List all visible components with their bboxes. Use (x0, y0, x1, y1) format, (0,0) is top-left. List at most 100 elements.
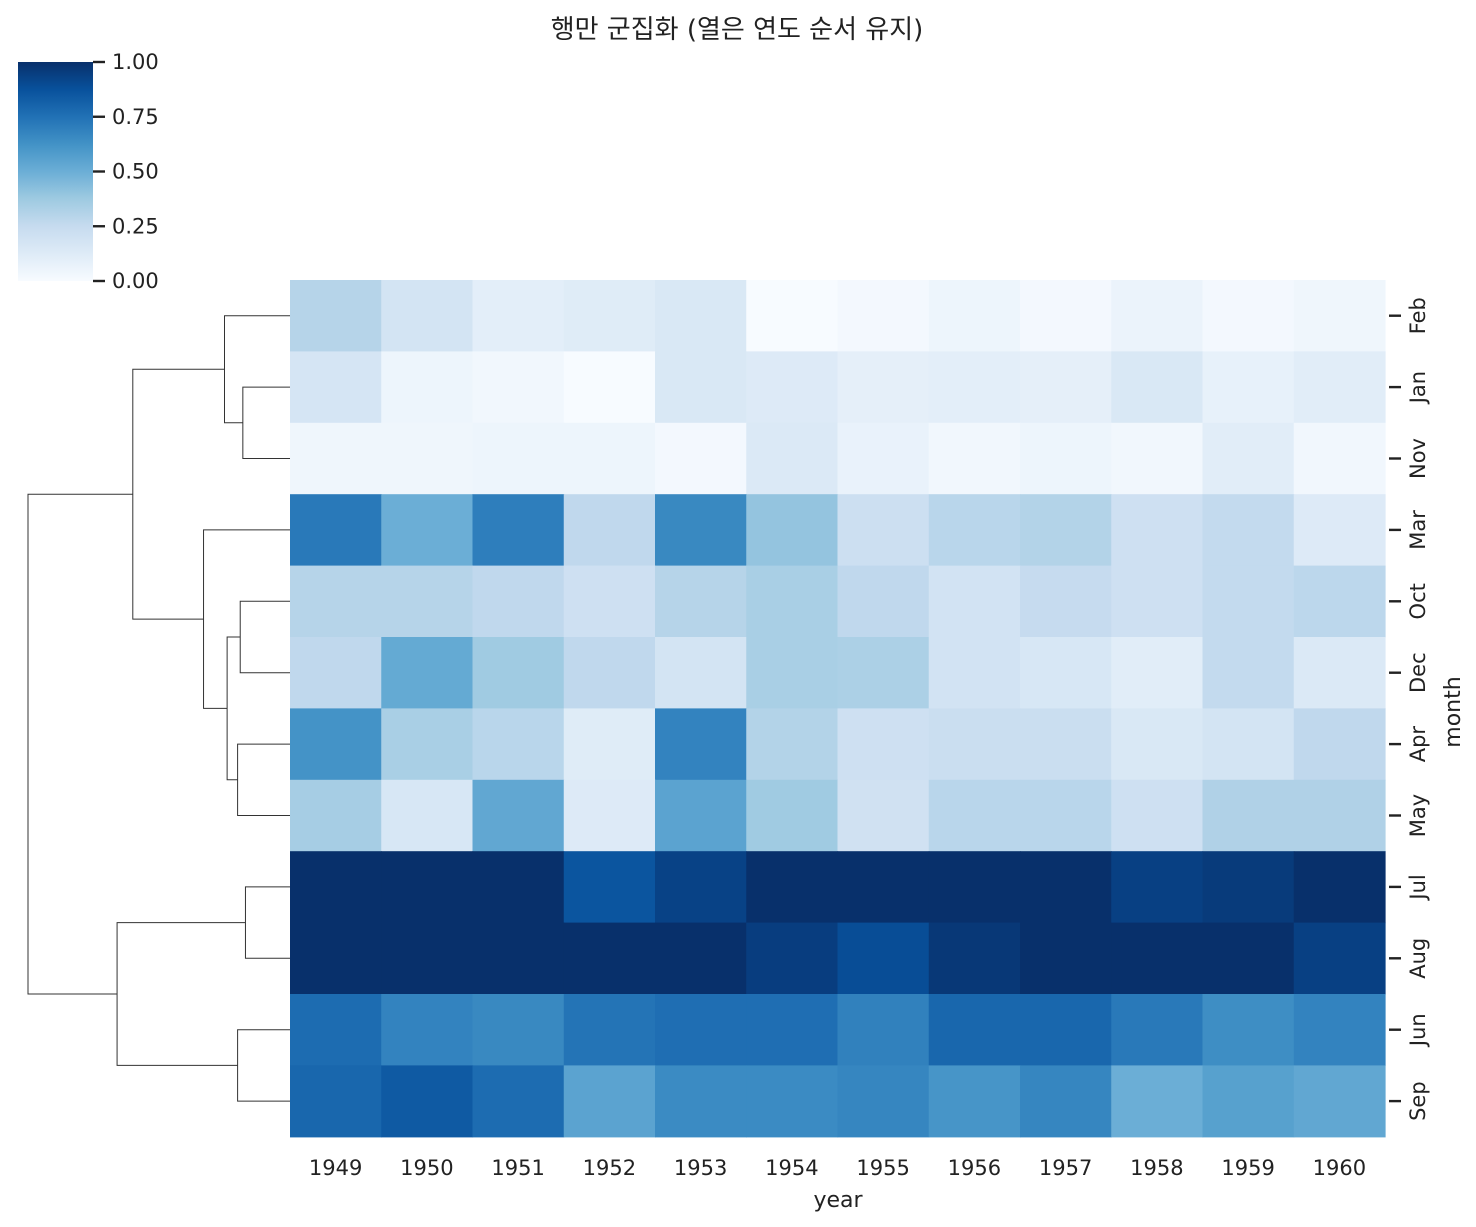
x-axis-label: year (813, 1188, 863, 1213)
colorbar: 0.00 0.25 0.50 0.75 1.00 (18, 50, 159, 293)
heatmap-cell (837, 1065, 930, 1138)
heatmap-cell (1202, 494, 1295, 567)
y-axis-label: month (1441, 676, 1466, 747)
heatmap-cell (290, 851, 382, 924)
heatmap-cell (290, 708, 382, 781)
heatmap-cell (563, 422, 656, 495)
heatmap-cell (1020, 494, 1112, 567)
y-tick-label: Aug (1406, 938, 1430, 979)
heatmap-cell (655, 779, 747, 852)
x-tick-label: 1959 (1221, 1156, 1274, 1180)
heatmap-cell (290, 351, 382, 424)
dendrogram-link (237, 1029, 290, 1102)
heatmap-cell (1202, 280, 1295, 352)
heatmap-cell (563, 280, 656, 352)
y-tick-label: Jul (1406, 874, 1430, 901)
heatmap-cell (655, 1065, 747, 1138)
heatmap-cell (563, 851, 656, 924)
y-tick-label: Jan (1406, 371, 1430, 405)
heatmap-cell (290, 280, 382, 352)
heatmap-cell (928, 851, 1021, 924)
colorbar-tick-label: 0.25 (112, 214, 159, 238)
x-tick-label: 1956 (948, 1156, 1001, 1180)
x-tick-label: 1950 (400, 1156, 453, 1180)
heatmap-cell (655, 494, 747, 567)
heatmap-cell (746, 779, 839, 852)
heatmap-cell (1293, 565, 1386, 638)
heatmap-cell (746, 565, 839, 638)
heatmap-cell (381, 922, 474, 995)
heatmap-cell (472, 637, 565, 709)
heatmap-cell (1202, 994, 1295, 1066)
dendrogram-link (237, 743, 290, 816)
heatmap-cell (1111, 351, 1204, 424)
heatmap-cell (928, 565, 1021, 638)
colorbar-ticks: 0.00 0.25 0.50 0.75 1.00 (93, 50, 159, 293)
x-tick-label: 1952 (583, 1156, 636, 1180)
heatmap-cell (290, 637, 382, 709)
heatmap-cell (1293, 994, 1386, 1066)
dendrogram-link (239, 600, 290, 674)
heatmap-cell (655, 351, 747, 424)
heatmap-cell (1020, 637, 1112, 709)
heatmap-cell (290, 922, 382, 995)
heatmap-cell (1202, 779, 1295, 852)
heatmap-cell (1111, 1065, 1204, 1138)
heatmap-cells (290, 280, 1386, 1138)
heatmap-cell (290, 994, 382, 1066)
heatmap-cell (928, 637, 1021, 709)
heatmap-cell (1020, 851, 1112, 924)
heatmap-cell (1111, 851, 1204, 924)
heatmap-cell (1202, 851, 1295, 924)
heatmap-cell (1111, 637, 1204, 709)
heatmap-cell (837, 637, 930, 709)
heatmap-cell (290, 422, 382, 495)
heatmap-cell (563, 351, 656, 424)
heatmap-cell (928, 922, 1021, 995)
heatmap-cell (655, 994, 747, 1066)
heatmap-cell (1293, 779, 1386, 852)
heatmap-cell (655, 280, 747, 352)
heatmap-cell (1293, 280, 1386, 352)
heatmap-cell (472, 494, 565, 567)
heatmap-cell (746, 922, 839, 995)
y-tick-label: Apr (1406, 726, 1430, 763)
heatmap-cell (837, 565, 930, 638)
heatmap-cell (1111, 280, 1204, 352)
heatmap-cell (1020, 1065, 1112, 1138)
heatmap-cell (381, 779, 474, 852)
heatmap-cell (381, 422, 474, 495)
heatmap-cell (1202, 637, 1295, 709)
heatmap-cell (655, 637, 747, 709)
heatmap-cell (746, 851, 839, 924)
x-tick-label: 1960 (1313, 1156, 1366, 1180)
dendrogram-link (242, 386, 290, 459)
heatmap-cell (290, 1065, 382, 1138)
heatmap-cell (928, 280, 1021, 352)
heatmap-cell (655, 708, 747, 781)
heatmap-cell (1202, 351, 1295, 424)
x-tick-label: 1957 (1039, 1156, 1092, 1180)
dendrogram-link (203, 529, 290, 709)
x-tick-label: 1954 (765, 1156, 818, 1180)
heatmap-cell (563, 779, 656, 852)
x-tick-label: 1951 (491, 1156, 544, 1180)
y-tick-label: Jun (1406, 1013, 1430, 1048)
heatmap-cell (837, 351, 930, 424)
heatmap-cell (381, 1065, 474, 1138)
heatmap-cell (928, 422, 1021, 495)
heatmap-cell (381, 565, 474, 638)
heatmap-cell (655, 922, 747, 995)
heatmap-cell (472, 351, 565, 424)
chart-title: 행만 군집화 (열은 연도 순서 유지) (551, 15, 924, 45)
heatmap-cell (381, 280, 474, 352)
heatmap-cell (928, 494, 1021, 567)
heatmap-cell (1111, 422, 1204, 495)
heatmap-cell (928, 994, 1021, 1066)
dendrogram-link (132, 368, 225, 620)
heatmap-cell (1293, 422, 1386, 495)
dendrogram-link (224, 315, 290, 424)
dendrogram-link (116, 922, 246, 1066)
heatmap-cell (746, 708, 839, 781)
